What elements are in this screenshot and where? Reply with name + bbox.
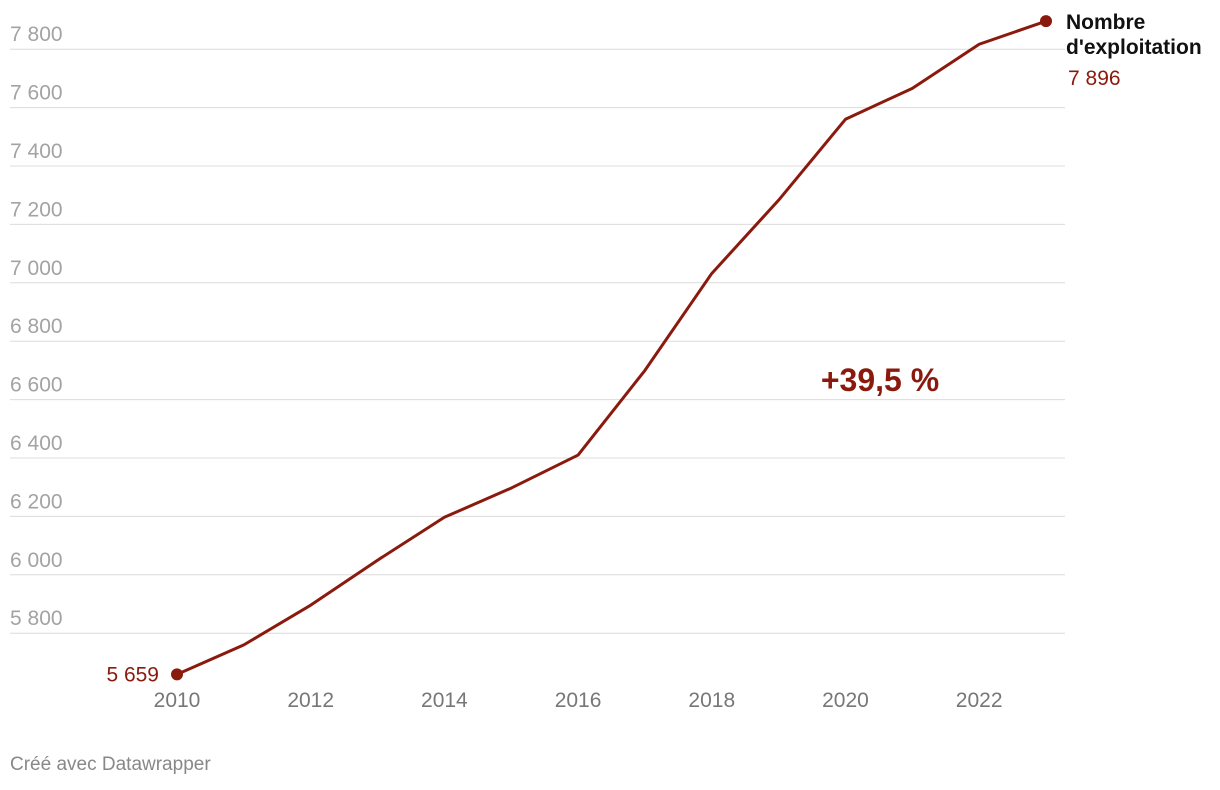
end-point <box>1040 15 1052 28</box>
x-tick-label: 2022 <box>956 689 1003 712</box>
source: Créé avec Datawrapper <box>10 754 211 775</box>
end-point <box>171 668 183 681</box>
y-tick-label: 7 200 <box>10 198 63 221</box>
y-tick-label: 6 000 <box>10 549 63 572</box>
series-label: Nombre d'exploitation <box>1066 11 1202 59</box>
y-tick-label: 6 200 <box>10 490 63 513</box>
value-label: 7 896 <box>1068 67 1121 90</box>
line <box>176 19 1047 676</box>
y-tick-label: 6 800 <box>10 315 63 338</box>
x-tick-label: 2012 <box>287 689 334 712</box>
x-tick-label: 2010 <box>154 689 201 712</box>
y-tick-label: 7 800 <box>10 23 63 46</box>
y-tick-label: 6 600 <box>10 374 63 397</box>
x-tick-label: 2016 <box>555 689 602 712</box>
x-tick-label: 2014 <box>421 689 468 712</box>
y-tick-label: 7 400 <box>10 140 63 163</box>
annotation: +39,5 % <box>821 362 939 398</box>
x-tick-label: 2020 <box>822 689 869 712</box>
y-tick-label: 5 800 <box>10 607 63 630</box>
y-tick-label: 7 600 <box>10 82 63 105</box>
y-tick-label: 7 000 <box>10 257 63 280</box>
value-label: 5 659 <box>106 663 159 686</box>
x-tick-label: 2018 <box>688 689 735 712</box>
y-tick-label: 6 400 <box>10 432 63 455</box>
